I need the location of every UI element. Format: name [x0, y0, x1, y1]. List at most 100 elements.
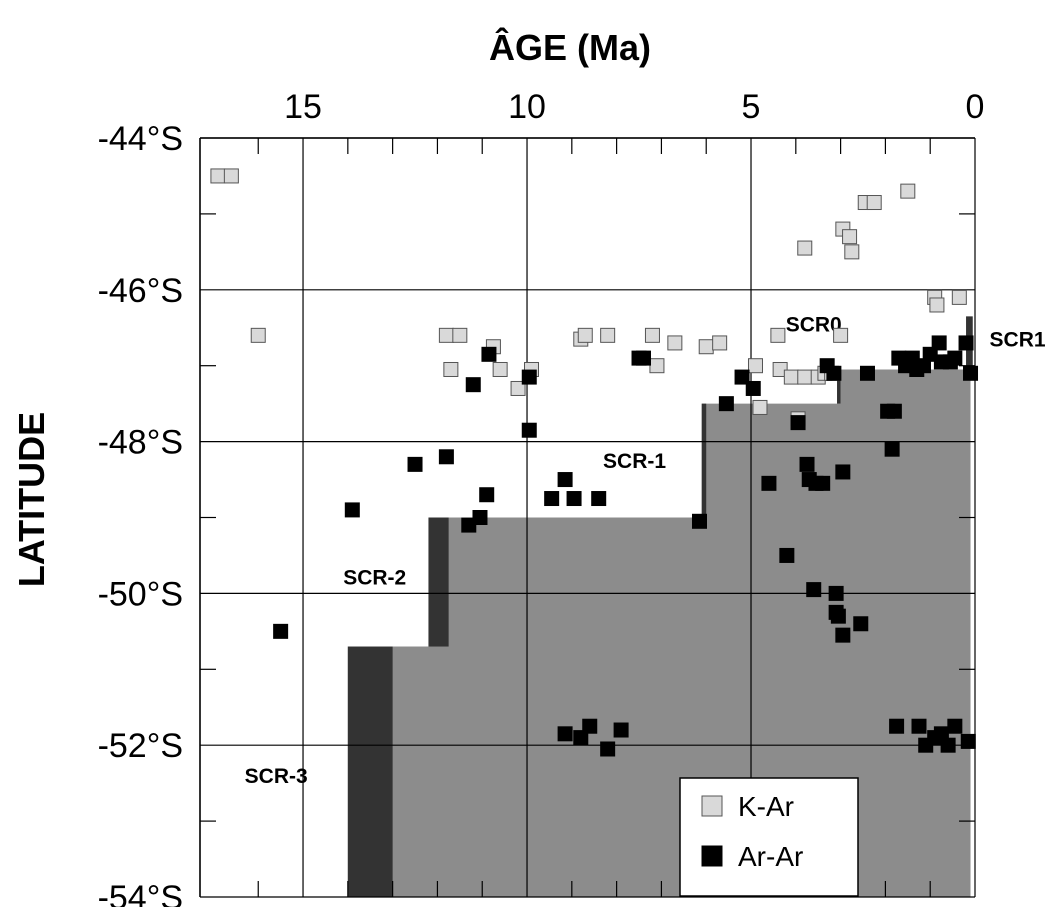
k-ar-point — [770, 327, 786, 343]
ar-ar-point — [557, 472, 573, 488]
k-ar-point — [698, 339, 714, 355]
y-axis-title: LATITUDE — [11, 412, 52, 587]
ar-ar-point — [911, 718, 927, 734]
x-axis-title: ÂGE (Ma) — [489, 26, 651, 68]
ar-ar-point — [859, 365, 875, 381]
ar-ar-point — [790, 415, 806, 431]
k-ar-point — [772, 361, 788, 377]
ar-ar-point — [761, 475, 777, 491]
k-ar-point — [577, 327, 593, 343]
ar-ar-point — [591, 491, 607, 507]
ar-ar-point — [835, 627, 851, 643]
k-ar-point — [452, 327, 468, 343]
ar-ar-point — [958, 335, 974, 351]
k-ar-point — [747, 358, 763, 374]
ar-ar-point — [815, 475, 831, 491]
k-ar-point — [783, 369, 799, 385]
k-ar-point — [600, 327, 616, 343]
ar-ar-point — [830, 608, 846, 624]
boundary-band-0 — [347, 646, 393, 897]
region-label-4: SCR-3 — [245, 765, 308, 788]
k-ar-point — [250, 327, 266, 343]
k-ar-point — [797, 240, 813, 256]
ar-ar-point — [718, 396, 734, 412]
k-ar-point — [866, 195, 882, 211]
x-tick-label-3: 0 — [966, 88, 985, 126]
ar-ar-point — [884, 441, 900, 457]
k-ar-point — [649, 358, 665, 374]
ar-ar-point — [600, 741, 616, 757]
k-ar-point — [438, 327, 454, 343]
ar-ar-point — [573, 730, 589, 746]
ar-ar-point — [828, 585, 844, 601]
ar-ar-point — [853, 616, 869, 632]
ar-ar-point — [613, 722, 629, 738]
ar-ar-point — [922, 346, 938, 362]
k-ar-point — [492, 361, 508, 377]
k-ar-point — [752, 399, 768, 415]
region-label-0: SCR0 — [786, 314, 842, 337]
ar-ar-point — [947, 350, 963, 366]
ar-ar-point — [461, 517, 477, 533]
k-ar-point — [797, 369, 813, 385]
ar-ar-point — [947, 718, 963, 734]
boundary-band-3 — [837, 369, 841, 404]
y-tick-label-5: -54°S — [98, 879, 183, 907]
y-tick-label-2: -48°S — [98, 424, 183, 462]
ar-ar-point — [806, 582, 822, 598]
ar-ar-point — [472, 510, 488, 525]
ar-ar-point — [521, 422, 537, 438]
ar-ar-point — [521, 369, 537, 385]
ar-ar-point — [779, 547, 795, 563]
ar-ar-point — [566, 491, 582, 507]
k-ar-point — [644, 327, 660, 343]
k-ar-point — [844, 244, 860, 260]
ar-ar-point — [635, 350, 651, 366]
k-ar-point — [210, 168, 226, 184]
ar-ar-point — [886, 403, 902, 419]
ar-ar-point — [407, 456, 423, 472]
ar-ar-point — [557, 726, 573, 742]
y-tick-label-0: -44°S — [98, 120, 183, 158]
k-ar-point — [712, 335, 728, 351]
ar-ar-point — [889, 718, 905, 734]
y-tick-label-1: -46°S — [98, 272, 183, 310]
shaded-region — [347, 369, 971, 897]
ar-ar-point — [745, 380, 761, 396]
legend-label-1: Ar-Ar — [738, 841, 803, 872]
boundary-band-1 — [428, 517, 449, 647]
x-tick-label-2: 5 — [742, 88, 761, 126]
ar-ar-point — [479, 487, 495, 503]
ar-ar-point — [465, 377, 481, 393]
ar-ar-point — [438, 449, 454, 465]
ar-ar-point — [931, 335, 947, 351]
k-ar-point — [929, 297, 945, 313]
k-ar-point — [443, 361, 459, 377]
ar-ar-point — [826, 365, 842, 381]
ar-ar-point — [734, 369, 750, 385]
y-tick-label-4: -52°S — [98, 727, 183, 765]
legend-marker-1 — [701, 845, 723, 867]
legend-marker-0 — [701, 795, 723, 817]
ar-ar-point — [481, 346, 497, 362]
k-ar-point — [510, 380, 526, 396]
x-tick-label-1: 10 — [508, 88, 546, 126]
k-ar-point — [900, 183, 916, 199]
x-tick-label-0: 15 — [284, 88, 322, 126]
ar-ar-point — [691, 513, 707, 529]
ar-ar-point — [544, 491, 560, 507]
region-label-1: SCR1 — [990, 329, 1046, 352]
ar-ar-point — [344, 502, 360, 518]
k-ar-point — [951, 289, 967, 305]
ar-ar-point — [582, 718, 598, 734]
ar-ar-point — [799, 456, 815, 472]
region-label-3: SCR-2 — [343, 566, 406, 589]
boundary-band-2 — [701, 403, 707, 518]
ar-ar-point — [835, 464, 851, 480]
y-tick-label-3: -50°S — [98, 575, 183, 613]
ar-ar-point — [963, 365, 979, 381]
k-ar-point — [223, 168, 239, 184]
ar-ar-point — [273, 623, 289, 639]
